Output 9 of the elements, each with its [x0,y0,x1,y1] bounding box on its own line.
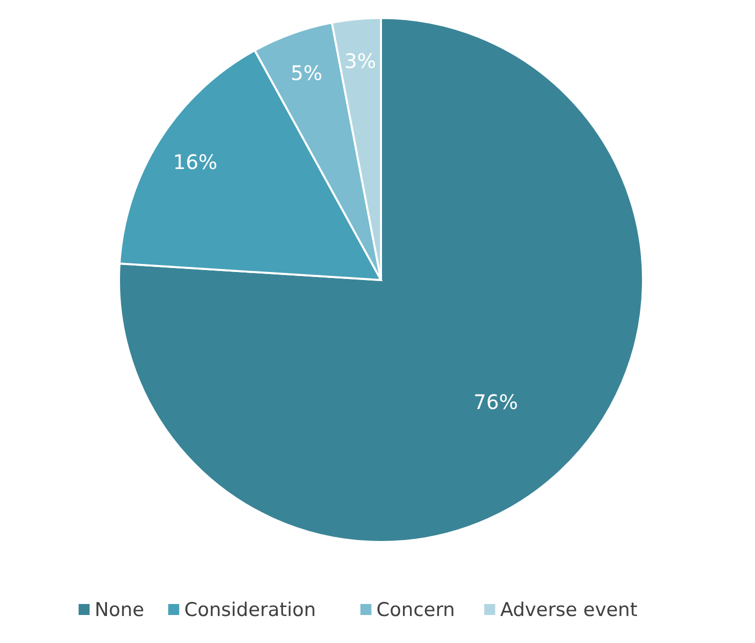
legend-label: Adverse event [500,599,638,621]
data-label: 5% [290,60,322,85]
data-label: 76% [474,390,518,414]
data-label: 16% [172,150,218,174]
legend-label: None [94,599,144,621]
data-label: 3% [344,48,376,73]
legend-label: Consideration [184,599,316,621]
pie-slice [118,17,644,543]
legend-label: Concern [376,599,455,621]
